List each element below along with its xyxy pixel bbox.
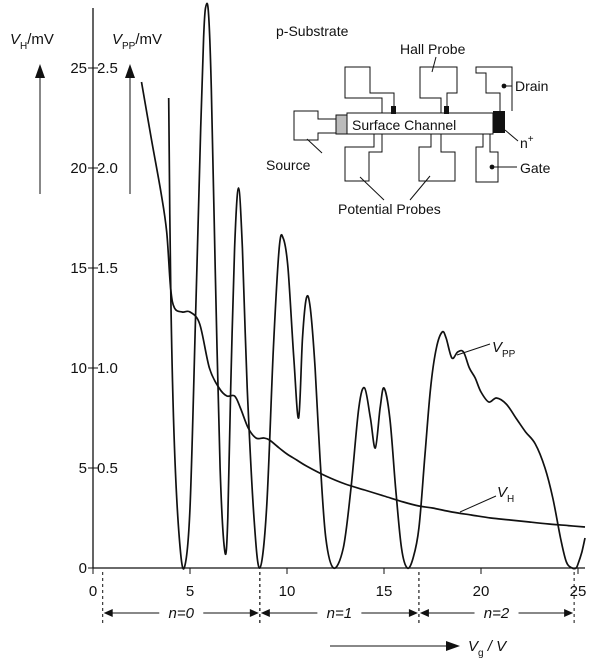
region-arrowhead-left-2 [419,609,429,617]
x-arrow-head [446,641,460,651]
potential-probe-leader-left [359,176,385,201]
source-leader [306,138,323,154]
region-arrowhead-left-1 [260,609,270,617]
gate-probe [475,134,499,183]
x-tick-label-5: 25 [570,583,587,600]
x-tick-label-2: 10 [279,583,296,600]
drain-label: Drain [515,78,548,94]
source-implant [335,114,348,135]
vpp-series-label: VPP [492,339,516,360]
x-tick-label-0: 0 [89,583,97,600]
top-probe-left [344,66,395,113]
vh-series-label: VH [497,484,514,505]
y-left-axis-title: VH/mV [10,31,54,52]
region-arrowhead-left-0 [103,609,113,617]
region-label-0: n=0 [169,605,195,622]
n-plus-leader [504,129,519,142]
y-ticks: 0 5 10 15 20 25 0.5 1.0 1.5 2.0 2.5 [70,60,118,577]
region-arrowhead-right-1 [408,609,418,617]
y-right-arrow-head [125,64,135,78]
gate-label: Gate [520,160,551,176]
drain-contact [493,111,505,133]
drain-probe [475,66,513,111]
y-left-tick-label-4: 20 [70,160,87,177]
y-right-tick-label-2: 1.5 [97,260,118,277]
x-axis-title: Vg / V [468,638,508,659]
y-right-tick-label-4: 2.5 [97,60,118,77]
x-ticks: 0 5 10 15 20 25 [89,568,587,600]
source-label: Source [266,157,311,173]
top-probe-left-contact [391,106,396,114]
y-left-tick-label-0: 0 [79,560,87,577]
region-label-1: n=1 [327,605,352,622]
gate-dot [489,164,495,170]
y-left-tick-label-3: 15 [70,260,87,277]
drain-dot [501,83,507,89]
y-right-tick-label-0: 0.5 [97,460,118,477]
hall-probe-leader [431,56,437,73]
series-vh-line [140,81,586,528]
region-arrowhead-right-2 [564,609,574,617]
y-right-tick-label-1: 1.0 [97,360,118,377]
y-left-tick-label-5: 25 [70,60,87,77]
channel-label: Surface Channel [352,117,456,133]
y-right-tick-label-3: 2.0 [97,160,118,177]
region-arrowhead-right-0 [249,609,259,617]
region-brackets: n=0 n=1 n=2 [102,572,575,624]
potential-probes-label: Potential Probes [338,201,441,217]
inset-title: p-Substrate [276,23,349,39]
y-left-tick-label-2: 10 [70,360,87,377]
n-plus-label: n+ [520,134,534,151]
x-tick-label-4: 20 [473,583,490,600]
hall-probe-contact [444,106,449,114]
hall-probe-shape [419,66,458,113]
potential-probe-leader-right [409,175,431,201]
x-tick-label-3: 15 [376,583,393,600]
inset-device-diagram: p-Substrate Hall Probe Drain Source Gate… [266,23,551,217]
y-right-axis-title: VPP/mV [112,31,162,52]
region-label-2: n=2 [484,605,510,622]
x-tick-label-1: 5 [186,583,194,600]
y-left-tick-label-1: 5 [79,460,87,477]
source-contact [293,110,341,141]
bottom-probe-left [344,134,383,182]
bottom-probe-right [418,134,456,182]
vh-leader-line [459,495,497,513]
series-vpp-line [167,2,586,570]
hall-probe-label: Hall Probe [400,41,466,57]
y-left-arrow-head [35,64,45,78]
vpp-leader-line [456,343,491,356]
